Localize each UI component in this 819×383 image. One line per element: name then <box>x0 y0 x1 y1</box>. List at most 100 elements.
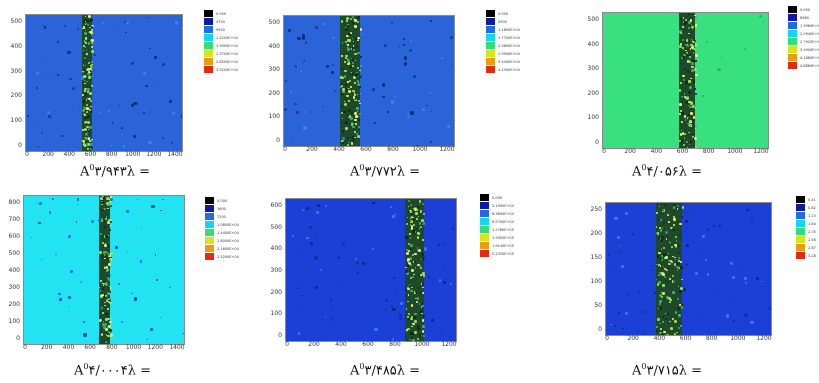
band-speckle <box>422 256 426 260</box>
background-speckle <box>750 320 754 324</box>
background-speckle <box>63 25 66 27</box>
band-speckle <box>412 322 415 326</box>
band-speckle <box>681 206 684 209</box>
background-speckle <box>715 291 717 293</box>
band-speckle <box>680 324 683 327</box>
background-speckle <box>371 247 374 250</box>
band-speckle <box>689 112 693 116</box>
background-speckle <box>325 316 327 318</box>
background-speckle <box>143 296 146 299</box>
band-speckle <box>347 81 349 83</box>
band-speckle <box>412 229 415 232</box>
background-speckle <box>731 276 736 280</box>
heatmap-plot-5 <box>285 198 457 342</box>
legend-swatch <box>788 62 797 69</box>
y-tick-label: 500 <box>8 250 20 257</box>
band-speckle <box>682 78 685 81</box>
band-speckle <box>694 14 697 17</box>
band-speckle <box>347 23 349 26</box>
band-speckle <box>668 241 671 243</box>
band-speckle <box>342 117 344 120</box>
band-speckle <box>82 64 85 66</box>
band-speckle <box>407 242 411 246</box>
band-speckle <box>104 244 108 247</box>
background-speckle <box>175 21 179 25</box>
band-speckle <box>695 92 698 95</box>
background-speckle <box>333 90 337 93</box>
band-speckle <box>106 325 108 327</box>
y-tick-label: 500 <box>270 223 282 231</box>
band-speckle <box>349 66 351 69</box>
background-speckle <box>391 21 394 24</box>
band-speckle <box>691 135 694 138</box>
band-speckle <box>655 225 658 228</box>
band-speckle <box>105 283 109 286</box>
band-speckle <box>90 70 93 72</box>
legend-label: 3.28 <box>808 254 816 258</box>
legend-swatch <box>486 10 495 17</box>
band-speckle <box>415 228 418 230</box>
background-speckle <box>304 110 307 113</box>
band-speckle <box>83 144 86 147</box>
band-speckle <box>347 59 350 63</box>
band-speckle <box>655 279 657 281</box>
band-speckle <box>353 106 355 108</box>
band-speckle <box>409 244 413 247</box>
band-speckle <box>414 319 418 323</box>
band-speckle <box>105 312 108 316</box>
legend-label: 1.9000E+04 <box>216 44 238 48</box>
background-speckle <box>87 31 90 34</box>
band-speckle <box>108 218 111 221</box>
band-speckle <box>413 315 416 319</box>
band-speckle <box>345 16 349 20</box>
band-speckle <box>99 279 102 282</box>
y-tick-label: 0 <box>16 335 20 342</box>
band-speckle <box>107 258 110 261</box>
band-speckle <box>419 209 423 213</box>
band-speckle <box>660 248 663 251</box>
band-speckle <box>422 222 426 225</box>
band-speckle <box>674 311 678 315</box>
band-speckle <box>340 82 344 85</box>
band-speckle <box>691 46 695 50</box>
band-speckle <box>679 44 683 48</box>
band-speckle <box>354 19 358 23</box>
background-speckle <box>410 40 413 43</box>
band-speckle <box>410 224 414 228</box>
band-speckle <box>83 82 86 85</box>
legend-swatch <box>204 10 213 17</box>
background-speckle <box>387 111 389 113</box>
band-speckle <box>84 29 87 32</box>
band-speckle <box>102 241 104 243</box>
legend-label: 2.0940E+04 <box>800 32 819 36</box>
background-speckle <box>81 76 85 80</box>
band-speckle <box>107 307 109 310</box>
band-speckle <box>665 317 668 320</box>
band-speckle <box>411 269 414 272</box>
band-speckle <box>688 91 691 94</box>
legend-swatch <box>486 26 495 33</box>
band-speckle <box>83 79 85 82</box>
legend-swatch <box>796 228 805 235</box>
band-speckle <box>357 67 359 69</box>
background-speckle <box>673 257 675 260</box>
band-speckle <box>82 129 85 131</box>
band-speckle <box>411 316 413 318</box>
band-speckle <box>412 339 415 341</box>
band-speckle <box>106 291 110 295</box>
band-speckle <box>341 55 343 57</box>
band-speckle <box>357 76 359 78</box>
band-speckle <box>674 258 677 261</box>
background-speckle <box>336 280 338 282</box>
legend-label: 0.000 <box>492 196 503 200</box>
band-speckle <box>88 96 91 99</box>
y-tick-label: 200 <box>268 89 280 97</box>
band-speckle <box>352 48 355 51</box>
background-speckle <box>312 96 315 98</box>
band-speckle <box>679 31 683 34</box>
x-tick-label: 600 <box>84 151 97 158</box>
background-speckle <box>134 101 138 105</box>
x-tick-label: 800 <box>389 341 401 348</box>
band-speckle <box>355 114 358 118</box>
band-speckle <box>676 208 679 210</box>
